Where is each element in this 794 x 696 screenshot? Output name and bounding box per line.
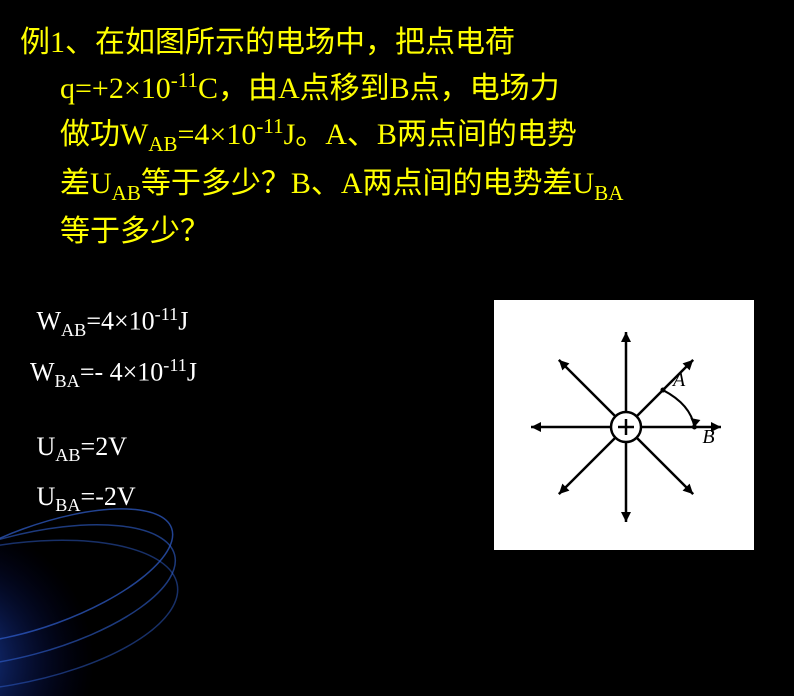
svg-text:A: A [671, 369, 686, 391]
problem-line-3: 做功WAB=4×10-11J。A、B两点间的电势 [20, 111, 774, 161]
result-u-ba: UBA=-2V [30, 476, 197, 520]
svg-text:B: B [702, 426, 714, 448]
field-diagram: AB [494, 300, 754, 550]
result-u-ab: UAB=2V [30, 426, 197, 470]
result-w-ab: WAB=4×10-11J [30, 300, 197, 345]
problem-statement: 例1、在如图所示的电场中，把点电荷 q=+2×10-11C，由A点移到B点，电场… [20, 20, 774, 254]
field-diagram-svg: AB [496, 302, 752, 548]
result-w-ba: WBA=- 4×10-11J [30, 351, 197, 396]
results-block: WAB=4×10-11J WBA=- 4×10-11J UAB=2V UBA=-… [30, 300, 197, 527]
problem-line-1: 例1、在如图所示的电场中，把点电荷 [20, 20, 774, 65]
problem-line-2: q=+2×10-11C，由A点移到B点，电场力 [20, 65, 774, 111]
problem-line-4: 差UAB等于多少？B、A两点间的电势差UBA [20, 161, 774, 210]
problem-line-5: 等于多少？ [20, 209, 774, 254]
